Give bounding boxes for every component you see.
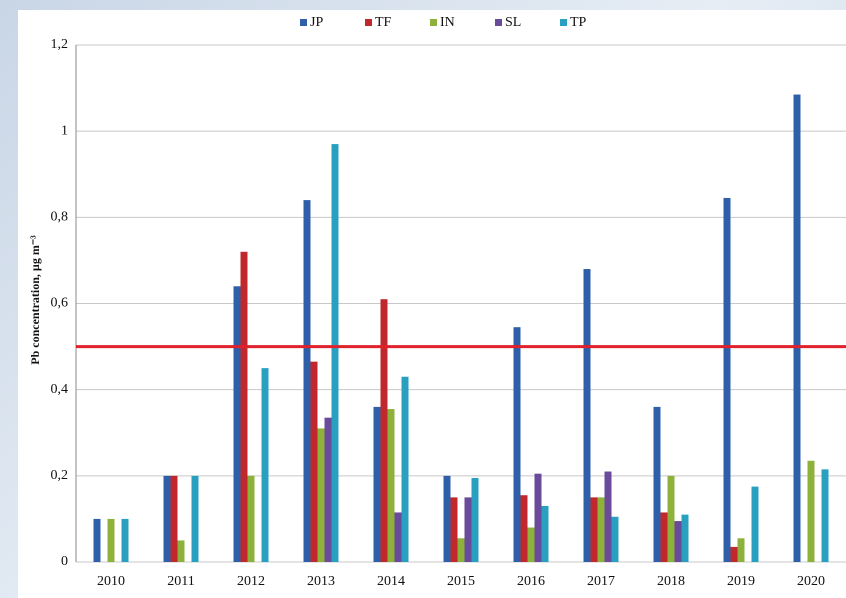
bar <box>191 475 199 562</box>
bar <box>310 361 318 562</box>
legend-label: SL <box>505 15 521 30</box>
bar <box>394 512 402 562</box>
bar <box>534 473 542 562</box>
bar <box>240 251 248 563</box>
bar <box>604 471 612 562</box>
y-tick-label: 1 <box>61 123 68 138</box>
bar <box>667 475 675 562</box>
y-axis-label: Pb concentration, µg m⁻³ <box>28 235 42 365</box>
x-tick-label: 2013 <box>307 574 335 589</box>
bar <box>457 538 465 562</box>
bar <box>324 417 332 562</box>
x-tick-label: 2012 <box>237 574 265 589</box>
legend-swatch <box>560 19 567 26</box>
legend-swatch <box>300 19 307 26</box>
bar <box>177 540 185 562</box>
x-tick-label: 2014 <box>377 574 405 589</box>
bar <box>471 477 479 562</box>
y-tick-label: 0,6 <box>51 296 69 311</box>
legend-swatch <box>430 19 437 26</box>
bar <box>93 518 101 562</box>
bar <box>583 269 591 562</box>
y-tick-label: 0,8 <box>51 210 69 225</box>
bar <box>380 299 388 562</box>
bar <box>541 505 549 562</box>
legend-label: TF <box>375 15 392 30</box>
bar <box>170 475 178 562</box>
bar <box>660 512 668 562</box>
bar <box>821 469 829 562</box>
bar <box>611 516 619 562</box>
bar <box>450 497 458 562</box>
bar <box>317 428 325 562</box>
bar <box>590 497 598 562</box>
bar <box>730 546 738 562</box>
x-tick-label: 2020 <box>797 574 825 589</box>
y-tick-label: 1,2 <box>51 37 69 52</box>
bar <box>807 460 815 562</box>
x-tick-label: 2015 <box>447 574 475 589</box>
x-tick-label: 2016 <box>517 574 545 589</box>
bar <box>233 286 241 562</box>
legend-swatch <box>495 19 502 26</box>
bar <box>681 514 689 562</box>
bar <box>653 406 661 562</box>
bar <box>121 518 129 562</box>
bar <box>261 368 269 562</box>
bar <box>163 475 171 562</box>
bar <box>793 94 801 562</box>
x-tick-label: 2019 <box>727 574 755 589</box>
x-tick-label: 2017 <box>587 574 615 589</box>
y-tick-label: 0 <box>61 554 68 569</box>
bar <box>751 486 759 562</box>
x-tick-label: 2010 <box>97 574 125 589</box>
bar <box>527 527 535 562</box>
bar <box>331 144 339 562</box>
bar <box>737 538 745 562</box>
x-tick-label: 2011 <box>167 574 194 589</box>
bar <box>303 200 311 562</box>
legend-swatch <box>365 19 372 26</box>
y-tick-label: 0,4 <box>51 382 69 397</box>
bar <box>723 197 731 562</box>
legend-label: JP <box>310 15 323 30</box>
bar <box>247 475 255 562</box>
legend-label: TP <box>570 15 587 30</box>
bar <box>401 376 409 562</box>
bar <box>597 497 605 562</box>
bar <box>674 521 682 562</box>
bar <box>464 497 472 562</box>
bar <box>387 409 395 562</box>
y-tick-label: 0,2 <box>51 468 69 483</box>
bar <box>107 518 115 562</box>
legend-label: IN <box>440 15 455 30</box>
bar <box>520 495 528 562</box>
bar <box>513 327 521 562</box>
bar <box>373 406 381 562</box>
x-tick-label: 2018 <box>657 574 685 589</box>
bar <box>443 475 451 562</box>
